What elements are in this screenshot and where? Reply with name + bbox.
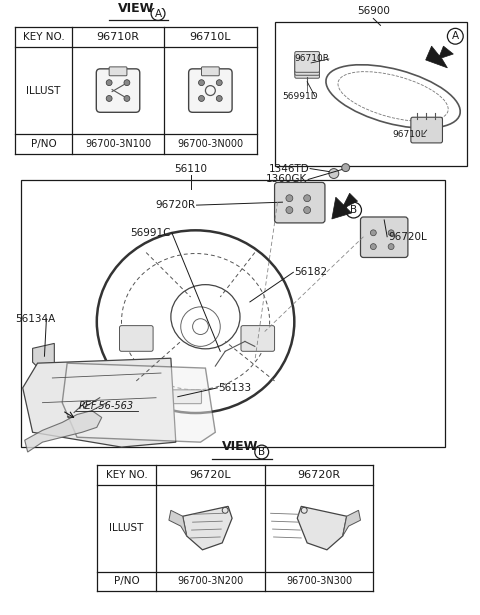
Text: P/NO: P/NO (114, 576, 139, 587)
Circle shape (371, 244, 376, 250)
Text: 96700-3N300: 96700-3N300 (286, 576, 352, 587)
FancyBboxPatch shape (96, 69, 140, 113)
Polygon shape (23, 358, 176, 447)
Text: 96720L: 96720L (388, 232, 427, 242)
Text: VIEW: VIEW (118, 1, 155, 15)
Polygon shape (183, 506, 232, 550)
Text: 56133: 56133 (218, 383, 252, 393)
Text: 56110: 56110 (174, 164, 207, 173)
FancyBboxPatch shape (109, 67, 127, 76)
FancyBboxPatch shape (202, 67, 219, 76)
Circle shape (371, 230, 376, 236)
Circle shape (216, 80, 222, 85)
Polygon shape (62, 363, 216, 442)
Polygon shape (24, 411, 102, 452)
Text: 1360GK: 1360GK (266, 175, 307, 184)
FancyBboxPatch shape (241, 325, 275, 351)
Text: 56991C: 56991C (131, 228, 171, 238)
FancyBboxPatch shape (411, 117, 443, 143)
Circle shape (106, 80, 112, 85)
Text: 96700-3N200: 96700-3N200 (177, 576, 243, 587)
Circle shape (304, 195, 311, 202)
Circle shape (329, 169, 339, 178)
Text: 96710R: 96710R (294, 55, 329, 63)
FancyBboxPatch shape (189, 69, 232, 113)
Text: 96720R: 96720R (298, 470, 341, 480)
Bar (21, 180, 445, 447)
Circle shape (199, 95, 204, 101)
Text: ILLUST: ILLUST (109, 523, 144, 533)
Text: 96710L: 96710L (190, 32, 231, 42)
Circle shape (304, 207, 311, 213)
Text: ILLUST: ILLUST (26, 85, 60, 95)
Polygon shape (169, 510, 187, 536)
Text: P/NO: P/NO (31, 139, 56, 149)
FancyBboxPatch shape (275, 183, 325, 223)
FancyBboxPatch shape (155, 390, 202, 403)
Text: B: B (350, 205, 357, 215)
Text: B: B (258, 447, 265, 457)
Text: 1346TD: 1346TD (268, 164, 309, 173)
Circle shape (388, 244, 394, 250)
Bar (275, 22, 467, 165)
Text: 56991D: 56991D (282, 92, 318, 101)
Text: 96700-3N100: 96700-3N100 (85, 139, 151, 149)
Text: 56182: 56182 (294, 268, 327, 277)
Circle shape (199, 80, 204, 85)
Text: KEY NO.: KEY NO. (23, 32, 64, 42)
Text: 56134A: 56134A (15, 314, 55, 323)
Polygon shape (426, 46, 453, 68)
Text: 96720L: 96720L (190, 470, 231, 480)
Circle shape (124, 95, 130, 101)
Circle shape (342, 164, 349, 172)
Circle shape (286, 207, 293, 213)
Polygon shape (297, 506, 347, 550)
Circle shape (106, 95, 112, 101)
Text: A: A (452, 31, 459, 41)
Text: 96710R: 96710R (96, 32, 140, 42)
Text: 96700-3N000: 96700-3N000 (177, 139, 243, 149)
Circle shape (216, 95, 222, 101)
Text: 96710L: 96710L (392, 130, 426, 138)
Text: 96720R: 96720R (156, 200, 195, 210)
FancyBboxPatch shape (295, 55, 320, 75)
Text: A: A (155, 9, 162, 18)
FancyBboxPatch shape (295, 52, 320, 73)
FancyBboxPatch shape (360, 217, 408, 258)
Text: VIEW: VIEW (222, 440, 258, 453)
Circle shape (388, 230, 394, 236)
Polygon shape (332, 193, 358, 219)
Text: KEY NO.: KEY NO. (106, 470, 147, 480)
Text: 56900: 56900 (357, 6, 390, 15)
Text: REF.56-563: REF.56-563 (79, 400, 134, 411)
Circle shape (286, 195, 293, 202)
Polygon shape (343, 510, 360, 536)
Polygon shape (33, 343, 54, 370)
Circle shape (124, 80, 130, 85)
FancyBboxPatch shape (295, 57, 320, 78)
FancyBboxPatch shape (120, 325, 153, 351)
